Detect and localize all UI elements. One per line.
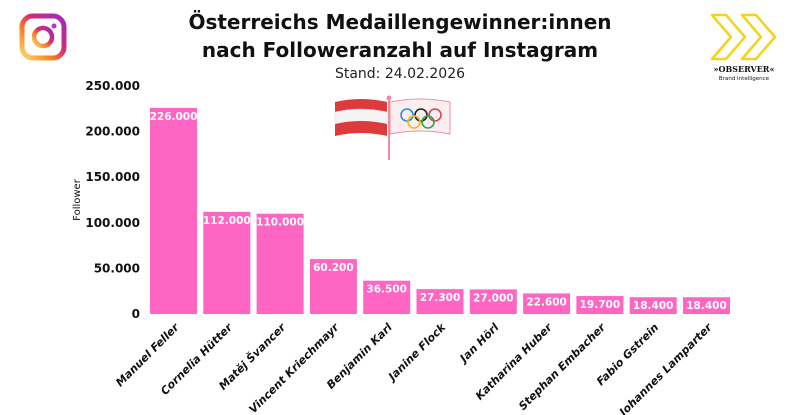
data-label: 36.500 — [366, 284, 407, 296]
x-tick-label: Johannes Lamparter — [616, 321, 716, 415]
y-tick-label: 200.000 — [85, 125, 140, 139]
data-label: 112.000 — [203, 215, 251, 227]
bar — [309, 259, 357, 314]
observer-logo-text: »OBSERVER« — [714, 64, 775, 74]
chart-subtitle: Stand: 24.02.2026 — [334, 66, 466, 82]
chart-title-line2: nach Followeranzahl auf Instagram — [201, 38, 599, 62]
x-tick-label: Jan Hörl — [456, 321, 502, 367]
y-axis-label: Follower — [72, 178, 83, 221]
bar — [469, 289, 517, 314]
y-tick-label: 150.000 — [85, 170, 140, 184]
bar — [523, 293, 571, 314]
bar — [683, 297, 730, 314]
y-tick-label: 0 — [132, 307, 140, 321]
observer-logo: »OBSERVER« Brand Intelligence — [710, 13, 777, 82]
instagram-icon — [19, 13, 67, 61]
data-label: 27.000 — [473, 292, 514, 304]
x-tick-label: Stephan Embacher — [516, 321, 608, 413]
olympic-flag-icon — [386, 95, 451, 160]
y-tick-label: 250.000 — [85, 79, 140, 93]
bar — [256, 213, 304, 314]
data-label: 27.300 — [420, 292, 461, 304]
chart-title-line1: Österreichs Medaillengewinner:innen — [188, 10, 612, 34]
austria-flag-icon — [334, 99, 388, 136]
bar — [576, 296, 624, 314]
observer-tagline: Brand Intelligence — [719, 76, 770, 82]
data-label: 18.400 — [633, 300, 674, 312]
y-tick-label: 50.000 — [94, 261, 140, 275]
bar — [363, 280, 411, 314]
bar — [416, 289, 464, 314]
bar — [150, 107, 197, 314]
data-label: 22.600 — [526, 296, 567, 308]
data-label: 19.700 — [580, 299, 621, 311]
data-label: 110.000 — [256, 217, 304, 229]
data-label: 18.400 — [686, 300, 727, 312]
bar — [203, 211, 251, 314]
x-tick-label: Vincent Kriechmayr — [246, 321, 342, 415]
data-label: 226.000 — [150, 111, 198, 123]
data-label: 60.200 — [313, 262, 354, 274]
bar — [629, 297, 677, 314]
y-tick-label: 100.000 — [85, 216, 140, 230]
